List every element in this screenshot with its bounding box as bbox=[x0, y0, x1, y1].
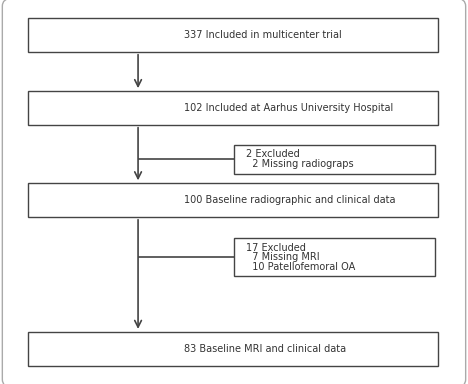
Text: 100 Baseline radiographic and clinical data: 100 Baseline radiographic and clinical d… bbox=[183, 195, 395, 205]
Bar bbox=[234, 238, 435, 276]
Bar bbox=[28, 18, 438, 52]
Text: 2 Excluded: 2 Excluded bbox=[246, 149, 300, 159]
Text: 83 Baseline MRI and clinical data: 83 Baseline MRI and clinical data bbox=[183, 344, 346, 354]
Bar bbox=[28, 332, 438, 366]
Text: 2 Missing radiograps: 2 Missing radiograps bbox=[246, 159, 353, 169]
Text: 7 Missing MRI: 7 Missing MRI bbox=[246, 252, 319, 262]
Bar bbox=[28, 91, 438, 125]
Bar bbox=[234, 145, 435, 174]
Text: 10 Patellofemoral OA: 10 Patellofemoral OA bbox=[246, 262, 355, 272]
Text: 17 Excluded: 17 Excluded bbox=[246, 243, 306, 253]
Bar bbox=[28, 183, 438, 217]
Text: 102 Included at Aarhus University Hospital: 102 Included at Aarhus University Hospit… bbox=[183, 103, 393, 113]
Text: 337 Included in multicenter trial: 337 Included in multicenter trial bbox=[183, 30, 342, 40]
